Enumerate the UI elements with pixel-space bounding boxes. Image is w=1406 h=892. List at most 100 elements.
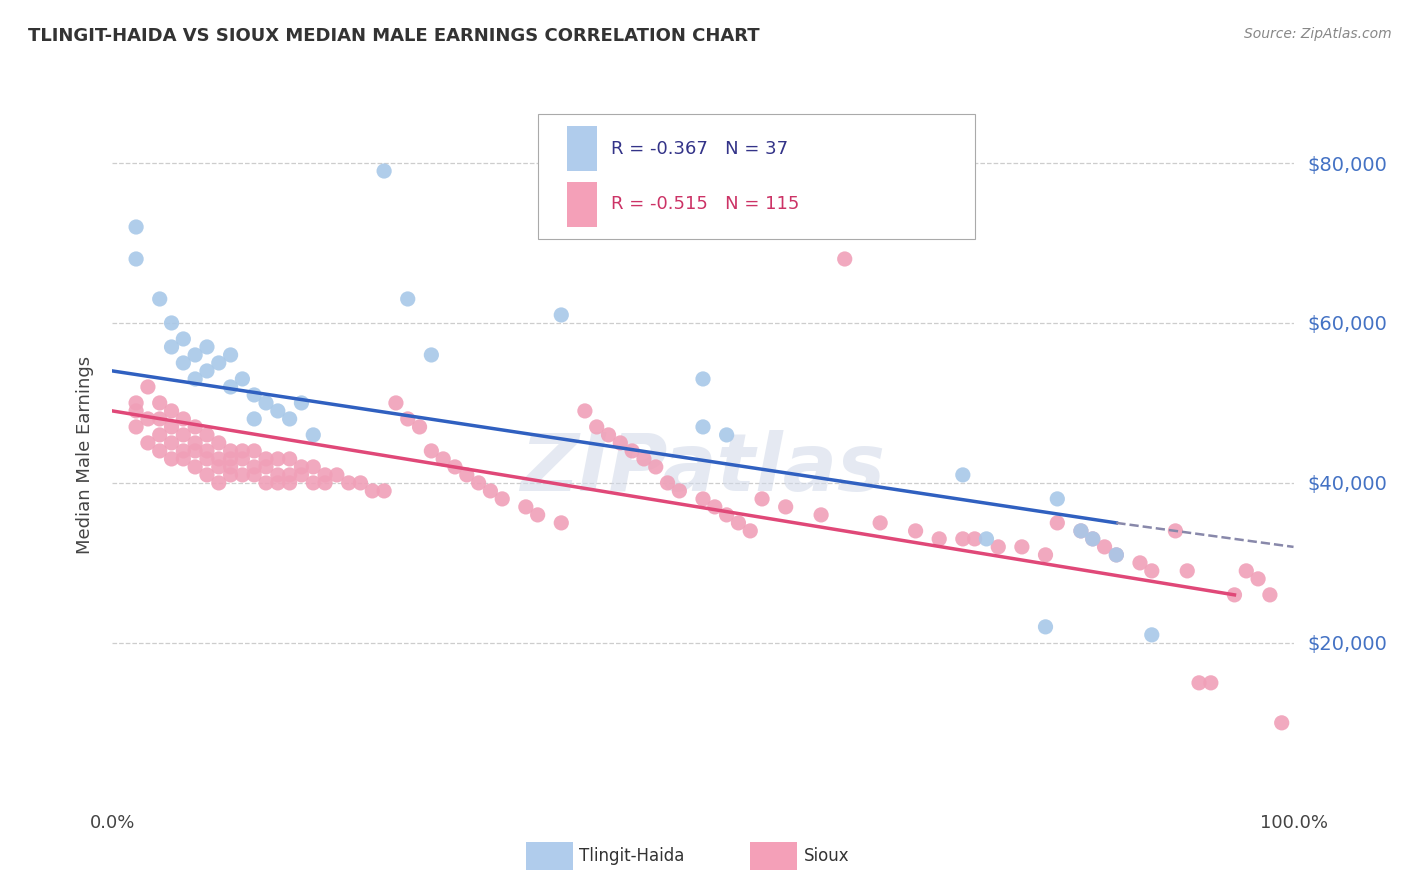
Point: [337, 475, 360, 490]
Point: [160, 340, 183, 354]
FancyBboxPatch shape: [751, 842, 797, 871]
Point: [267, 451, 290, 466]
Point: [231, 451, 253, 466]
Point: [184, 436, 207, 450]
Point: [184, 459, 207, 474]
Point: [869, 516, 891, 530]
Point: [349, 475, 371, 490]
Point: [396, 292, 419, 306]
Point: [928, 532, 950, 546]
FancyBboxPatch shape: [537, 114, 974, 239]
Point: [385, 396, 408, 410]
Point: [208, 356, 231, 370]
Point: [219, 451, 242, 466]
Point: [290, 459, 312, 474]
Point: [160, 316, 183, 330]
Point: [136, 436, 159, 450]
Point: [1129, 556, 1152, 570]
Point: [716, 428, 738, 442]
Point: [963, 532, 986, 546]
Point: [231, 467, 253, 482]
Point: [1140, 564, 1163, 578]
Point: [1070, 524, 1092, 538]
Point: [987, 540, 1010, 554]
Point: [1070, 524, 1092, 538]
Point: [692, 372, 714, 386]
Point: [515, 500, 537, 514]
Point: [149, 396, 172, 410]
Point: [160, 404, 183, 418]
Point: [633, 451, 655, 466]
Point: [267, 475, 290, 490]
Point: [243, 467, 266, 482]
Point: [703, 500, 725, 514]
Point: [278, 412, 301, 426]
Point: [231, 372, 253, 386]
Point: [1164, 524, 1187, 538]
Point: [644, 459, 666, 474]
Point: [184, 372, 207, 386]
Point: [408, 420, 430, 434]
Point: [716, 508, 738, 522]
Point: [219, 444, 242, 458]
Point: [149, 412, 172, 426]
Point: [810, 508, 832, 522]
Point: [1223, 588, 1246, 602]
Point: [267, 467, 290, 482]
Text: Source: ZipAtlas.com: Source: ZipAtlas.com: [1244, 27, 1392, 41]
Point: [1094, 540, 1116, 554]
Point: [361, 483, 384, 498]
Point: [172, 356, 194, 370]
Point: [231, 444, 253, 458]
FancyBboxPatch shape: [526, 842, 574, 871]
Point: [243, 459, 266, 474]
Point: [125, 219, 148, 234]
Point: [444, 459, 467, 474]
Point: [479, 483, 502, 498]
Point: [1035, 548, 1057, 562]
Point: [243, 412, 266, 426]
Point: [172, 428, 194, 442]
Point: [125, 420, 148, 434]
Point: [149, 444, 172, 458]
Point: [668, 483, 690, 498]
Point: [621, 444, 644, 458]
Point: [302, 459, 325, 474]
Point: [1081, 532, 1104, 546]
Point: [243, 388, 266, 402]
Point: [976, 532, 998, 546]
Point: [657, 475, 679, 490]
Point: [149, 428, 172, 442]
Point: [574, 404, 596, 418]
Point: [243, 444, 266, 458]
Point: [1011, 540, 1033, 554]
Point: [692, 491, 714, 506]
Point: [195, 444, 218, 458]
Point: [208, 475, 231, 490]
Point: [467, 475, 489, 490]
Point: [775, 500, 797, 514]
Point: [195, 467, 218, 482]
Point: [254, 451, 277, 466]
Point: [420, 348, 443, 362]
Point: [373, 483, 395, 498]
Point: [125, 404, 148, 418]
Point: [456, 467, 478, 482]
Point: [1046, 516, 1069, 530]
Text: TLINGIT-HAIDA VS SIOUX MEDIAN MALE EARNINGS CORRELATION CHART: TLINGIT-HAIDA VS SIOUX MEDIAN MALE EARNI…: [28, 27, 759, 45]
Point: [302, 475, 325, 490]
Point: [904, 524, 927, 538]
Point: [420, 444, 443, 458]
FancyBboxPatch shape: [567, 182, 596, 227]
Point: [302, 428, 325, 442]
Point: [1271, 715, 1294, 730]
Point: [373, 164, 395, 178]
Point: [172, 412, 194, 426]
Point: [172, 444, 194, 458]
Point: [208, 436, 231, 450]
Point: [254, 459, 277, 474]
Point: [1046, 491, 1069, 506]
Point: [692, 420, 714, 434]
Point: [254, 396, 277, 410]
Point: [136, 412, 159, 426]
